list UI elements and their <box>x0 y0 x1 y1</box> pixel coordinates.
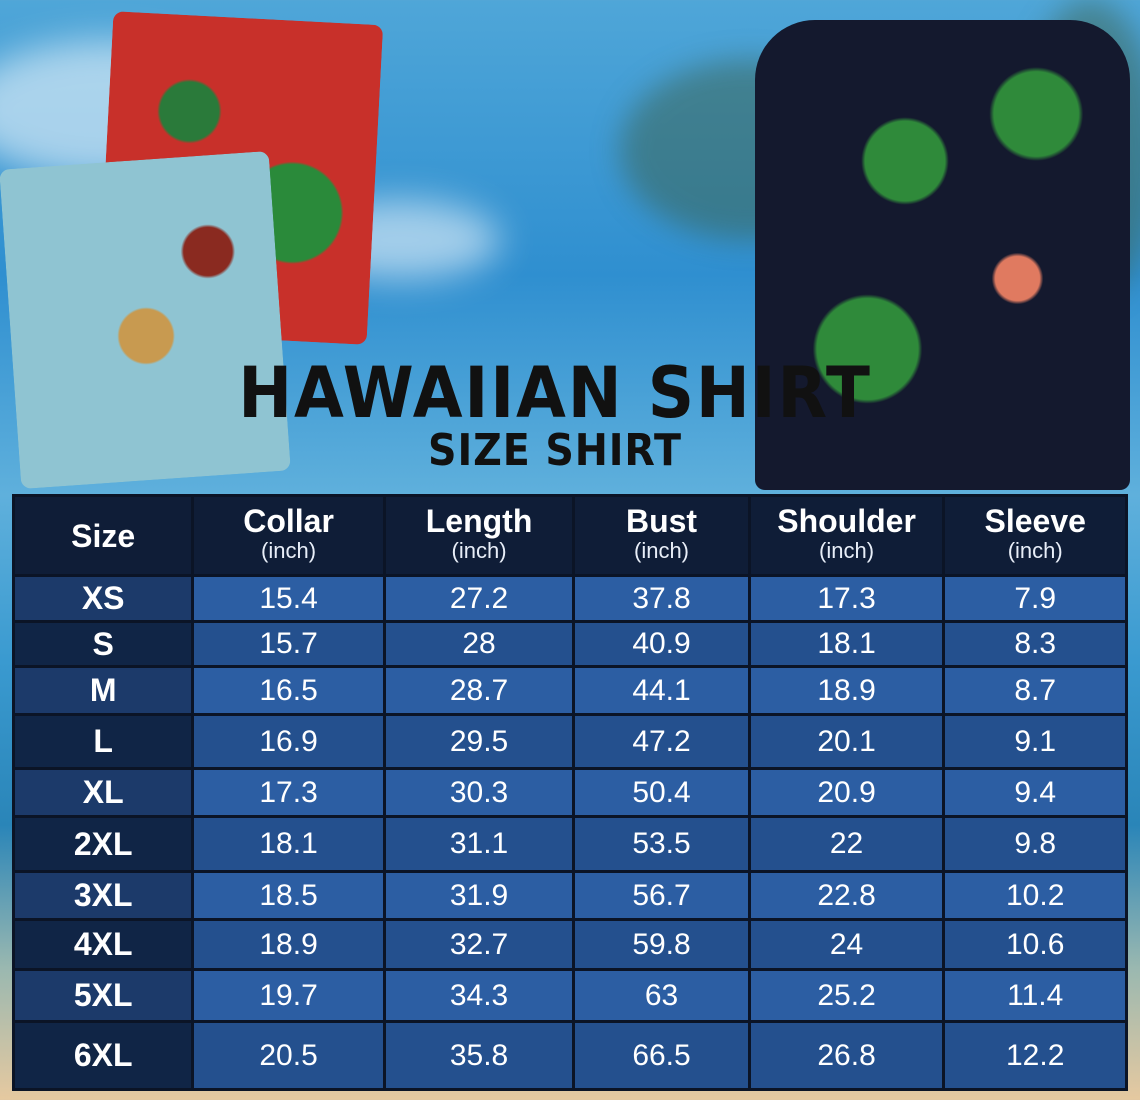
model-flamingo-shirt-image <box>755 20 1130 490</box>
measurement-cell: 15.4 <box>191 574 386 623</box>
column-header-label: Size <box>71 517 136 554</box>
size-label-cell: 6XL <box>11 1020 195 1091</box>
column-header-collar: Collar (inch) <box>191 494 386 577</box>
column-header-label: Sleeve <box>984 502 1086 539</box>
table-row: 6XL 20.5 35.8 66.5 26.8 12.2 <box>11 1020 1128 1091</box>
size-label-cell: 2XL <box>11 815 195 873</box>
column-header-label: Bust <box>625 502 698 539</box>
column-header-size: Size <box>11 494 195 577</box>
size-chart-table: Size Collar (inch) Length (inch) Bust (inch) Sh… <box>11 494 1128 1091</box>
measurement-cell: 66.5 <box>572 1020 751 1091</box>
measurement-cell: 16.9 <box>191 713 386 770</box>
measurement-cell: 25.2 <box>747 968 946 1023</box>
column-header-unit: (inch) <box>1007 537 1063 563</box>
measurement-cell: 10.6 <box>942 918 1128 971</box>
table-row: 2XL 18.1 31.1 53.5 22 9.8 <box>11 815 1128 873</box>
table-row: XS 15.4 27.2 37.8 17.3 7.9 <box>11 574 1128 623</box>
measurement-cell: 22.8 <box>747 870 946 921</box>
measurement-cell: 56.7 <box>572 870 751 921</box>
size-label-cell: 3XL <box>11 870 195 921</box>
column-header-label: Collar <box>243 502 334 539</box>
measurement-cell: 18.5 <box>191 870 386 921</box>
table-row: L 16.9 29.5 47.2 20.1 9.1 <box>11 713 1128 770</box>
measurement-cell: 24 <box>747 918 946 971</box>
column-header-unit: (inch) <box>451 537 507 563</box>
column-header-label: Length <box>425 502 533 539</box>
measurement-cell: 18.1 <box>747 620 946 668</box>
measurement-cell: 11.4 <box>942 968 1128 1023</box>
measurement-cell: 44.1 <box>572 665 751 716</box>
column-header-bust: Bust (inch) <box>572 494 751 577</box>
size-label-cell: L <box>11 713 195 770</box>
measurement-cell: 59.8 <box>572 918 751 971</box>
table-row: S 15.7 28 40.9 18.1 8.3 <box>11 620 1128 668</box>
measurement-cell: 19.7 <box>191 968 386 1023</box>
measurement-cell: 53.5 <box>572 815 751 873</box>
measurement-cell: 8.7 <box>942 665 1128 716</box>
measurement-cell: 30.3 <box>382 767 576 818</box>
measurement-cell: 31.1 <box>382 815 576 873</box>
size-label-cell: XS <box>11 574 195 623</box>
table-row: XL 17.3 30.3 50.4 20.9 9.4 <box>11 767 1128 818</box>
measurement-cell: 22 <box>747 815 946 873</box>
page-subtitle: SIZE SHIRT <box>428 425 682 476</box>
size-label-cell: XL <box>11 767 195 818</box>
table-row: 4XL 18.9 32.7 59.8 24 10.6 <box>11 918 1128 971</box>
size-label-cell: 4XL <box>11 918 195 971</box>
measurement-cell: 10.2 <box>942 870 1128 921</box>
measurement-cell: 31.9 <box>382 870 576 921</box>
measurement-cell: 17.3 <box>747 574 946 623</box>
column-header-unit: (inch) <box>261 537 317 563</box>
measurement-cell: 28 <box>382 620 576 668</box>
measurement-cell: 7.9 <box>942 574 1128 623</box>
measurement-cell: 35.8 <box>382 1020 576 1091</box>
table-row: M 16.5 28.7 44.1 18.9 8.7 <box>11 665 1128 716</box>
measurement-cell: 16.5 <box>191 665 386 716</box>
column-header-unit: (inch) <box>819 537 875 563</box>
measurement-cell: 40.9 <box>572 620 751 668</box>
table-row: 3XL 18.5 31.9 56.7 22.8 10.2 <box>11 870 1128 921</box>
measurement-cell: 9.8 <box>942 815 1128 873</box>
column-header-shoulder: Shoulder (inch) <box>747 494 946 577</box>
measurement-cell: 26.8 <box>747 1020 946 1091</box>
page-title: HAWAIIAN SHIRT <box>238 352 872 434</box>
measurement-cell: 18.9 <box>747 665 946 716</box>
column-header-unit: (inch) <box>634 537 690 563</box>
measurement-cell: 8.3 <box>942 620 1128 668</box>
measurement-cell: 63 <box>572 968 751 1023</box>
measurement-cell: 18.9 <box>191 918 386 971</box>
measurement-cell: 17.3 <box>191 767 386 818</box>
measurement-cell: 20.9 <box>747 767 946 818</box>
measurement-cell: 9.4 <box>942 767 1128 818</box>
measurement-cell: 34.3 <box>382 968 576 1023</box>
column-header-sleeve: Sleeve (inch) <box>942 494 1128 577</box>
measurement-cell: 20.1 <box>747 713 946 770</box>
measurement-cell: 28.7 <box>382 665 576 716</box>
measurement-cell: 18.1 <box>191 815 386 873</box>
column-header-label: Shoulder <box>777 502 916 539</box>
table-header-row: Size Collar (inch) Length (inch) Bust (inch) Sh… <box>11 494 1128 577</box>
measurement-cell: 20.5 <box>191 1020 386 1091</box>
measurement-cell: 12.2 <box>942 1020 1128 1091</box>
size-label-cell: 5XL <box>11 968 195 1023</box>
measurement-cell: 29.5 <box>382 713 576 770</box>
measurement-cell: 32.7 <box>382 918 576 971</box>
measurement-cell: 9.1 <box>942 713 1128 770</box>
size-label-cell: S <box>11 620 195 668</box>
measurement-cell: 50.4 <box>572 767 751 818</box>
measurement-cell: 15.7 <box>191 620 386 668</box>
measurement-cell: 27.2 <box>382 574 576 623</box>
size-label-cell: M <box>11 665 195 716</box>
table-row: 5XL 19.7 34.3 63 25.2 11.4 <box>11 968 1128 1023</box>
column-header-length: Length (inch) <box>382 494 576 577</box>
measurement-cell: 37.8 <box>572 574 751 623</box>
measurement-cell: 47.2 <box>572 713 751 770</box>
